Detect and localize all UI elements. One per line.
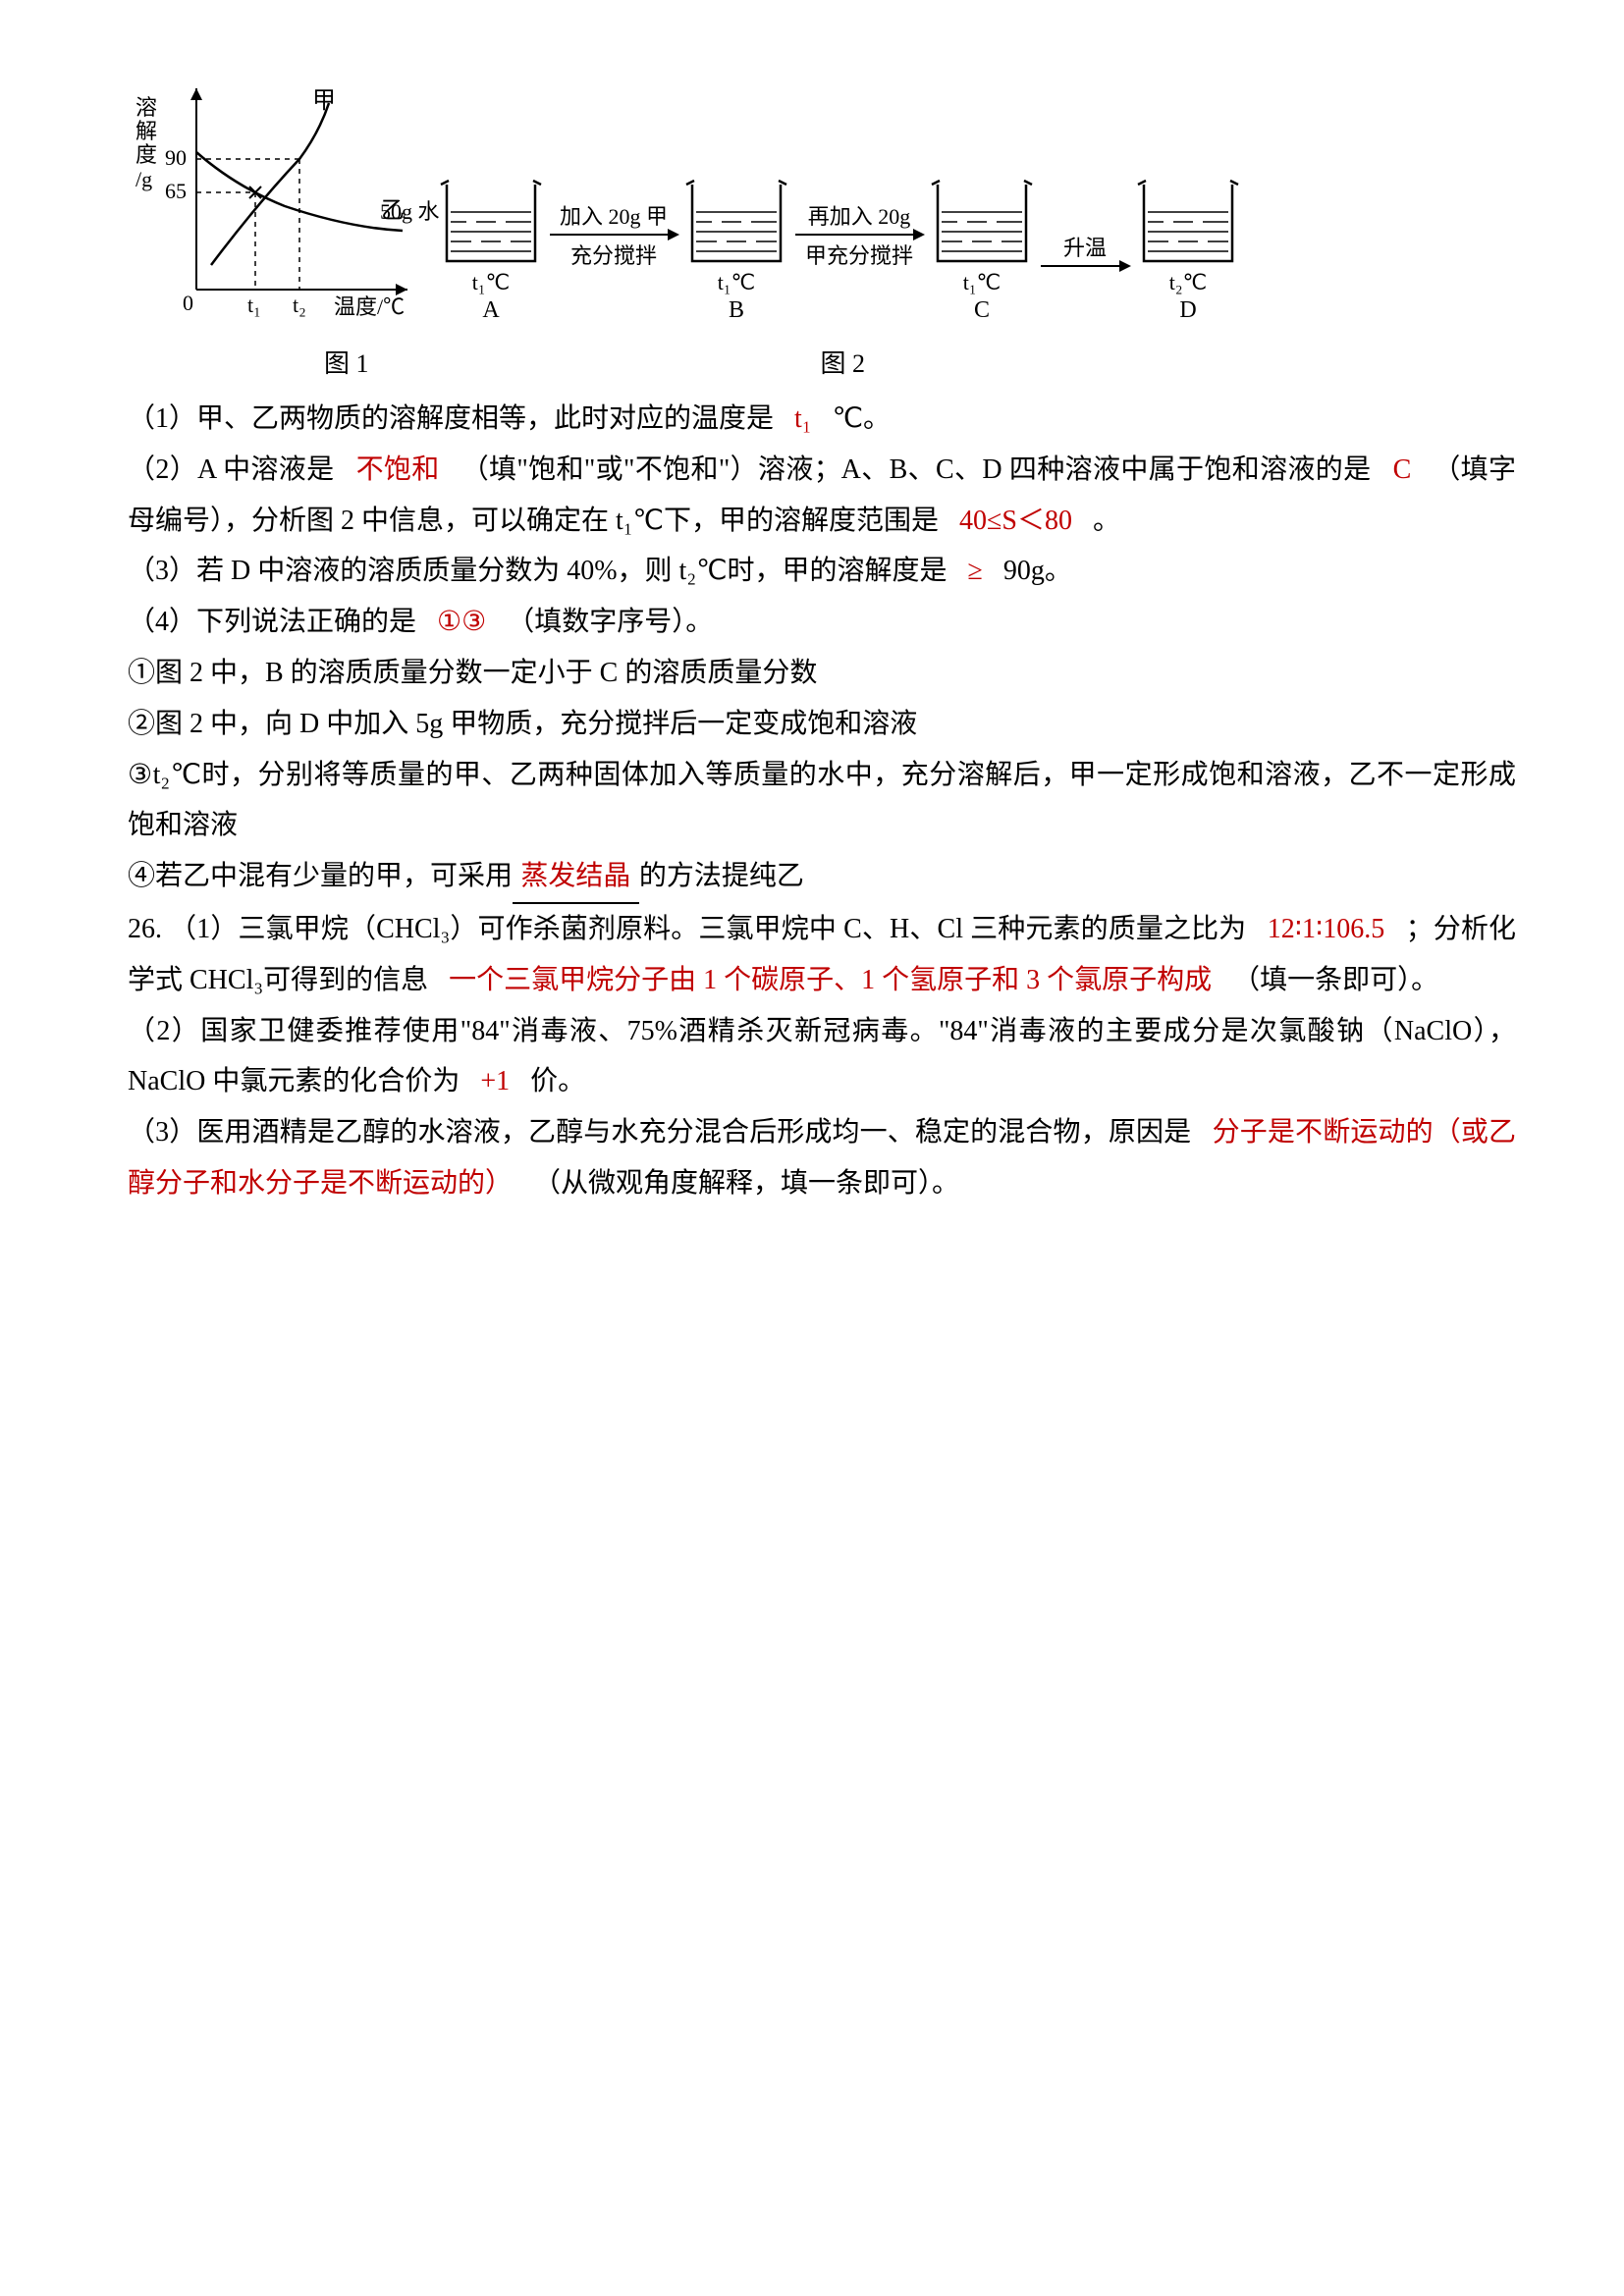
q2-line: （2）A 中溶液是 不饱和 （填"饱和"或"不饱和"）溶液；A、B、C、D 四种… (128, 445, 1516, 547)
beaker-A-unit: 50g 水 t₁℃ A (437, 173, 545, 324)
q4-opt4-a: ④若乙中混有少量的甲，可采用 (128, 861, 513, 891)
q26b-a: （2）国家卫健委推荐使用"84"消毒液、75%酒精杀灭新冠病毒。"84"消毒液的… (128, 1016, 1516, 1097)
q2-ans1: 不饱和 (342, 454, 461, 485)
beaker-B-id: B (729, 297, 744, 324)
q3-prefix: （3）若 D 中溶液的溶质质量分数为 40%，则 t₂℃时，甲的溶解度是 (128, 556, 947, 586)
q1-suffix: ℃。 (833, 403, 891, 434)
q4-prefix: （4）下列说法正确的是 (128, 607, 416, 637)
beaker-D-unit: t₂℃ D (1134, 173, 1242, 324)
series-jia (211, 103, 329, 265)
q4-line: （4）下列说法正确的是 ①③ （填数字序号）。 (128, 597, 1516, 648)
arrow-2: 再加入 20g 甲充分搅拌 (795, 199, 923, 324)
q2-prefix: （2）A 中溶液是 (128, 454, 335, 485)
fig2-caption: 图 2 (821, 344, 866, 380)
q4-opt1: ①图 2 中，B 的溶质质量分数一定小于 C 的溶质质量分数 (128, 648, 1516, 699)
x-axis-label: 温度/℃ (334, 294, 405, 319)
q26-num: 26. (128, 914, 162, 944)
xtick-t2: t₂ (293, 293, 306, 317)
q26b-b: 价。 (530, 1066, 585, 1096)
page: 90 65 甲 乙 0 t₁ t₂ 温度/℃ (0, 0, 1624, 1288)
q3-ans: ≥ (954, 556, 1003, 586)
q26b-line: （2）国家卫健委推荐使用"84"消毒液、75%酒精杀灭新冠病毒。"84"消毒液的… (128, 1006, 1516, 1108)
origin-label: 0 (183, 291, 193, 315)
q2-suffix: 。 (1093, 506, 1120, 536)
q26c-line: （3）医用酒精是乙醇的水溶液，乙醇与水充分混合后形成均一、稳定的混合物，原因是 … (128, 1107, 1516, 1209)
q2-ans3: 40≤S＜80 (946, 506, 1093, 536)
water-label: 50g 水 (380, 194, 440, 226)
q4-opt4-b: 的方法提纯乙 (639, 861, 804, 891)
beaker-C-unit: t₁℃ C (928, 173, 1036, 324)
beaker-D-temp: t₂℃ (1169, 270, 1208, 295)
q26-stem: （1）三氯甲烷（CHCl₃）可作杀菌剂原料。三氯甲烷中 C、H、Cl 三种元素的… (169, 914, 1246, 944)
fig1-caption: 图 1 (324, 344, 369, 380)
q4-opt2: ②图 2 中，向 D 中加入 5g 甲物质，充分搅拌后一定变成饱和溶液 (128, 699, 1516, 750)
q1-answer: t₁ (781, 403, 833, 434)
y-axis-label: 溶解度/g (135, 96, 157, 191)
beaker-A (437, 173, 545, 266)
q2-mid-a: （填"饱和"或"不饱和"）溶液；A、B、C、D 四种溶液中属于饱和溶液的是 (461, 454, 1372, 485)
q1-prefix: （1）甲、乙两物质的溶解度相等，此时对应的温度是 (128, 403, 774, 434)
q4-suffix: （填数字序号）。 (507, 607, 713, 637)
beaker-sequence: 50g 水 t₁℃ A 加入 20g 甲 (437, 173, 1516, 334)
beaker-A-temp: t₁℃ (472, 270, 511, 295)
q4-opt4: ④若乙中混有少量的甲，可采用蒸发结晶的方法提纯乙 (128, 851, 1516, 904)
q4-opt3: ③t₂℃时，分别将等质量的甲、乙两种固体加入等质量的水中，充分溶解后，甲一定形成… (128, 750, 1516, 852)
q26-ans2: 一个三氯甲烷分子由 1 个碳原子、1 个氢原子和 3 个氯原子构成 (435, 965, 1232, 995)
question-body: （1）甲、乙两物质的溶解度相等，此时对应的温度是 t₁ ℃。 （2）A 中溶液是… (128, 394, 1516, 1209)
q26b-ans: +1 (466, 1066, 530, 1096)
q26-suffix: （填一条即可）。 (1232, 965, 1438, 995)
q4-ans: ①③ (423, 607, 507, 637)
beaker-C-id: C (974, 297, 990, 324)
q26c-b: （从微观角度解释，填一条即可）。 (533, 1168, 959, 1199)
q26c-a: （3）医用酒精是乙醇的水溶液，乙醇与水充分混合后形成均一、稳定的混合物，原因是 (128, 1117, 1191, 1148)
q26-line: 26. （1）三氯甲烷（CHCl₃）可作杀菌剂原料。三氯甲烷中 C、H、Cl 三… (128, 904, 1516, 1006)
ytick-65: 65 (165, 179, 187, 203)
beaker-C-temp: t₁℃ (963, 270, 1001, 295)
beaker-A-id: A (482, 297, 499, 324)
diagram-row: 90 65 甲 乙 0 t₁ t₂ 温度/℃ (128, 79, 1516, 334)
beaker-D-id: D (1179, 297, 1196, 324)
q26-ans1: 12∶1∶106.5 (1253, 914, 1405, 944)
ytick-90: 90 (165, 145, 187, 170)
beaker-B (682, 173, 790, 266)
arrow-1: 加入 20g 甲 充分搅拌 (550, 199, 677, 324)
q4-opt4-blank: 蒸发结晶 (513, 851, 639, 904)
q2-ans2: C (1379, 454, 1433, 485)
chart-svg: 90 65 甲 乙 0 t₁ t₂ 温度/℃ (128, 79, 422, 334)
xtick-t1: t₁ (247, 293, 261, 317)
q3-suffix: 90g。 (1003, 556, 1072, 586)
beaker-D (1134, 173, 1242, 266)
beaker-B-temp: t₁℃ (718, 270, 756, 295)
arrow-3: 升温 (1041, 231, 1129, 324)
series-jia-label: 甲 (312, 88, 336, 114)
q3-line: （3）若 D 中溶液的溶质质量分数为 40%，则 t₂℃时，甲的溶解度是 ≥ 9… (128, 546, 1516, 597)
beaker-B-unit: t₁℃ B (682, 173, 790, 324)
figure-captions: 图 1 图 2 (128, 344, 1516, 380)
q1-line: （1）甲、乙两物质的溶解度相等，此时对应的温度是 t₁ ℃。 (128, 394, 1516, 445)
solubility-chart: 90 65 甲 乙 0 t₁ t₂ 温度/℃ (128, 79, 422, 334)
beaker-C (928, 173, 1036, 266)
